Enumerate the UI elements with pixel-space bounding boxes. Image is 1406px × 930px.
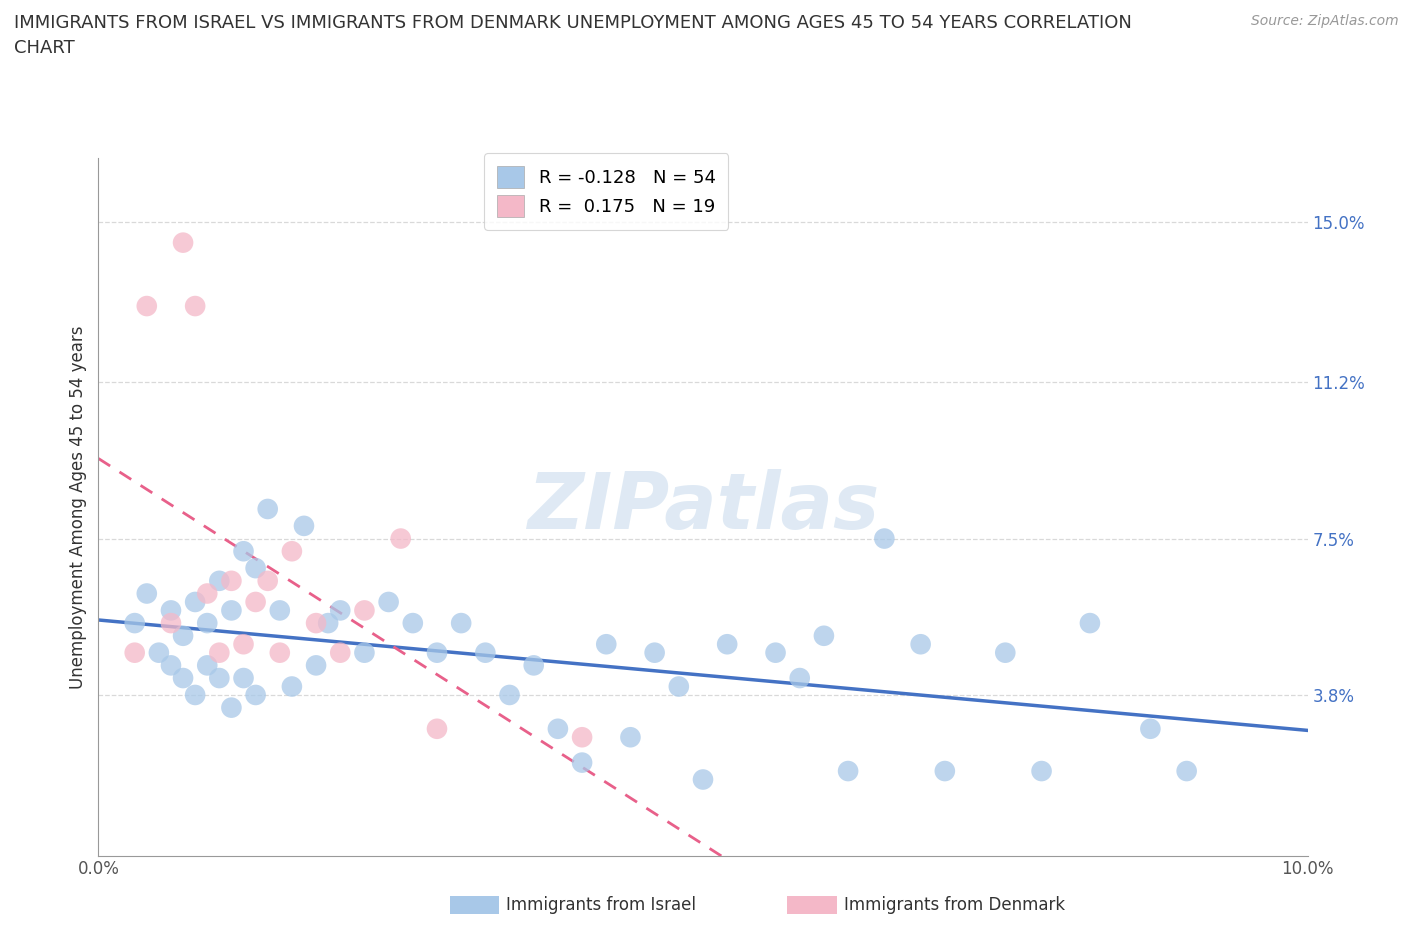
Point [208,574,231,589]
Point [269,603,291,618]
Text: Immigrants from Denmark: Immigrants from Denmark [844,896,1064,914]
Point [1139,722,1161,737]
Point [184,299,207,313]
Point [221,603,243,618]
Point [208,645,231,660]
Point [160,616,183,631]
Text: ZIPatlas: ZIPatlas [527,469,879,545]
Point [934,764,956,778]
Point [269,645,291,660]
Point [716,637,738,652]
Point [498,687,520,702]
Point [232,637,254,652]
Point [837,764,859,778]
Point [232,671,254,685]
Point [353,603,375,618]
Point [389,531,412,546]
Point [256,574,278,589]
Point [172,671,194,685]
Y-axis label: Unemployment Among Ages 45 to 54 years: Unemployment Among Ages 45 to 54 years [69,326,87,688]
Point [305,616,328,631]
Point [292,518,315,533]
Point [595,637,617,652]
Point [148,645,170,660]
Point [316,616,339,631]
Point [184,687,207,702]
Point [571,730,593,745]
Point [547,722,569,737]
Text: CHART: CHART [14,39,75,57]
Point [245,687,267,702]
Text: Source: ZipAtlas.com: Source: ZipAtlas.com [1251,14,1399,28]
Point [644,645,666,660]
Point [135,299,157,313]
Point [195,658,218,672]
Point [668,679,690,694]
Point [994,645,1017,660]
Point [160,603,183,618]
Point [256,501,278,516]
Point [1175,764,1198,778]
Point [873,531,896,546]
Point [232,544,254,559]
Point [135,586,157,601]
Point [245,594,267,609]
Point [281,679,304,694]
Point [692,772,714,787]
Point [450,616,472,631]
Point [195,586,218,601]
Point [124,616,146,631]
Point [1031,764,1053,778]
Point [523,658,546,672]
Point [789,671,811,685]
Point [195,616,218,631]
Point [329,645,352,660]
Point [184,594,207,609]
Point [281,544,304,559]
Point [813,629,835,644]
Point [1078,616,1101,631]
Point [124,645,146,660]
Point [329,603,352,618]
Text: Immigrants from Israel: Immigrants from Israel [506,896,696,914]
Point [172,235,194,250]
Point [765,645,787,660]
Point [619,730,641,745]
Point [160,658,183,672]
Point [172,629,194,644]
Point [208,671,231,685]
Point [910,637,932,652]
Point [474,645,496,660]
Point [426,722,449,737]
Point [426,645,449,660]
Point [402,616,425,631]
Point [245,561,267,576]
Point [305,658,328,672]
Legend: R = -0.128   N = 54, R =  0.175   N = 19: R = -0.128 N = 54, R = 0.175 N = 19 [484,153,728,230]
Point [571,755,593,770]
Point [221,700,243,715]
Text: IMMIGRANTS FROM ISRAEL VS IMMIGRANTS FROM DENMARK UNEMPLOYMENT AMONG AGES 45 TO : IMMIGRANTS FROM ISRAEL VS IMMIGRANTS FRO… [14,14,1132,32]
Point [221,574,243,589]
Point [353,645,375,660]
Point [377,594,399,609]
